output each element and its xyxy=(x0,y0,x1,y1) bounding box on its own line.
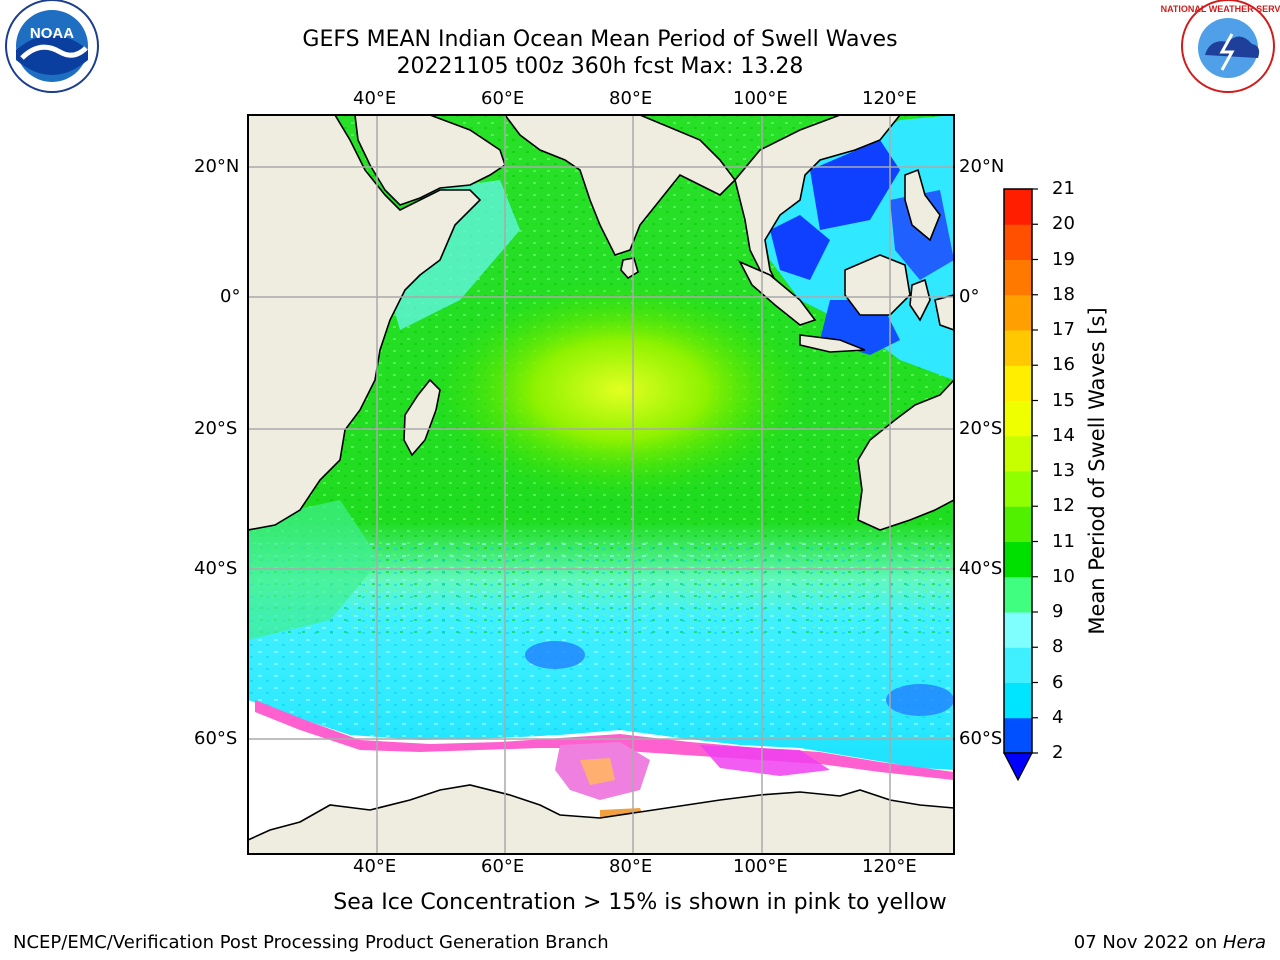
footer-machine-name: Hera xyxy=(1222,932,1266,953)
sumatra xyxy=(738,260,817,326)
chart-title-line1: GEFS MEAN Indian Ocean Mean Period of Sw… xyxy=(302,27,898,52)
lat-label-left-20n: 20°N xyxy=(194,156,240,177)
java xyxy=(799,334,866,353)
lon-label-bottom-100e: 100°E xyxy=(733,856,788,877)
lon-label-top-120e: 120°E xyxy=(862,88,917,109)
philippines xyxy=(904,168,941,242)
colorbar-tick-label: 9 xyxy=(1052,601,1064,622)
colorbar-tick-label: 14 xyxy=(1052,424,1075,446)
south-china-sea-blue xyxy=(810,140,900,230)
lon-label-bottom-60e: 60°E xyxy=(481,856,525,877)
land xyxy=(248,115,954,854)
southwest-green-band xyxy=(248,500,380,640)
lat-label-left-0: 0° xyxy=(220,286,241,307)
colorbar-swatch xyxy=(1004,647,1032,683)
footer-credit: NCEP/EMC/Verification Post Processing Pr… xyxy=(13,932,609,953)
colorbar xyxy=(1004,189,1032,754)
noaa-logo: NOAA xyxy=(5,0,99,93)
map-area xyxy=(248,115,954,854)
colorbar-tick-label: 20 xyxy=(1052,213,1075,235)
lon-label-bottom-120e: 120°E xyxy=(862,856,917,877)
colorbar-swatch xyxy=(1004,224,1032,260)
lat-label-left-40s: 40°S xyxy=(194,558,238,579)
lat-label-right-0: 0° xyxy=(959,286,980,307)
colorbar-tick-label: 2 xyxy=(1052,742,1064,763)
colorbar-title: Mean Period of Swell Waves [s] xyxy=(1085,307,1109,635)
gridlines xyxy=(248,115,954,854)
noaa-logo-text: NOAA xyxy=(30,25,74,42)
lon-label-bottom-40e: 40°E xyxy=(353,856,397,877)
india xyxy=(504,115,737,256)
colorbar-swatch xyxy=(1004,506,1032,542)
gulf-of-thailand-blue xyxy=(770,215,830,280)
australia xyxy=(857,378,954,531)
high-period-region xyxy=(430,280,810,500)
colorbar-swatch xyxy=(1004,682,1032,719)
nws-logo: NATIONAL WEATHER SERVICE xyxy=(1161,0,1280,93)
colorbar-tick-label: 10 xyxy=(1052,565,1075,587)
lon-label-top-80e: 80°E xyxy=(609,88,653,109)
colorbar-ticks xyxy=(1032,188,1038,754)
borneo xyxy=(844,254,911,316)
colorbar-extend-min xyxy=(1003,752,1033,782)
colorbar-tick-label: 17 xyxy=(1052,319,1075,340)
chart-title-line2: 20221105 t00z 360h fcst Max: 13.28 xyxy=(396,54,804,79)
lon-label-top-40e: 40°E xyxy=(353,88,397,109)
map-frame xyxy=(247,114,955,855)
colorbar-swatch xyxy=(1004,576,1032,613)
lat-label-right-20n: 20°N xyxy=(959,156,1005,177)
lon-label-top-60e: 60°E xyxy=(481,88,525,109)
colorbar-swatch xyxy=(1004,612,1032,648)
colorbar-tick-label: 18 xyxy=(1052,283,1075,305)
colorbar-swatch xyxy=(1004,330,1032,366)
africa xyxy=(248,115,482,531)
colorbar-tick-label: 4 xyxy=(1052,706,1064,728)
colorbar-tick-label: 6 xyxy=(1052,671,1064,693)
colorbar-swatch xyxy=(1004,541,1032,578)
colorbar-swatch xyxy=(1004,365,1032,401)
footer-date-text: 07 Nov 2022 on xyxy=(1073,932,1223,953)
arabian-peninsula xyxy=(354,115,506,206)
sulawesi xyxy=(909,278,931,322)
colorbar-swatch xyxy=(1004,400,1032,437)
colorbar-tick-label: 8 xyxy=(1052,636,1064,658)
colorbar-tick-label: 19 xyxy=(1052,248,1075,270)
colorbar-swatch xyxy=(1004,189,1032,225)
sea-ice-caption: Sea Ice Concentration > 15% is shown in … xyxy=(333,890,947,915)
lon-label-top-100e: 100°E xyxy=(733,88,788,109)
blue-patch-2 xyxy=(886,684,954,716)
lat-label-right-60s: 60°S xyxy=(959,728,1003,749)
colorbar-tick-label: 16 xyxy=(1052,354,1075,376)
sea-ice-orange-patch xyxy=(580,758,615,785)
colorbar-swatch xyxy=(1004,294,1032,331)
colorbar-tick-label: 12 xyxy=(1052,495,1075,517)
colorbar-swatch xyxy=(1004,435,1032,472)
lat-label-left-20s: 20°S xyxy=(194,418,238,439)
colorbar-swatch xyxy=(1004,471,1032,507)
madagascar xyxy=(403,378,441,457)
lat-label-right-20s: 20°S xyxy=(959,418,1003,439)
blue-patch-1 xyxy=(525,641,585,669)
footer-date: 07 Nov 2022 on Hera xyxy=(1074,932,1266,953)
colorbar-tick-label: 21 xyxy=(1052,178,1075,199)
colorbar-tick-label: 13 xyxy=(1052,460,1075,481)
lat-label-left-60s: 60°S xyxy=(194,728,238,749)
nws-logo-text: NATIONAL WEATHER SERVICE xyxy=(1161,4,1280,14)
sea-ice-magenta-patch xyxy=(700,745,830,776)
colorbar-swatch xyxy=(1004,717,1032,754)
lon-label-bottom-80e: 80°E xyxy=(609,856,653,877)
colorbar-tick-label: 15 xyxy=(1052,389,1075,411)
lat-label-right-40s: 40°S xyxy=(959,558,1003,579)
colorbar-tick-label: 11 xyxy=(1052,530,1075,552)
colorbar-swatch xyxy=(1004,259,1032,296)
